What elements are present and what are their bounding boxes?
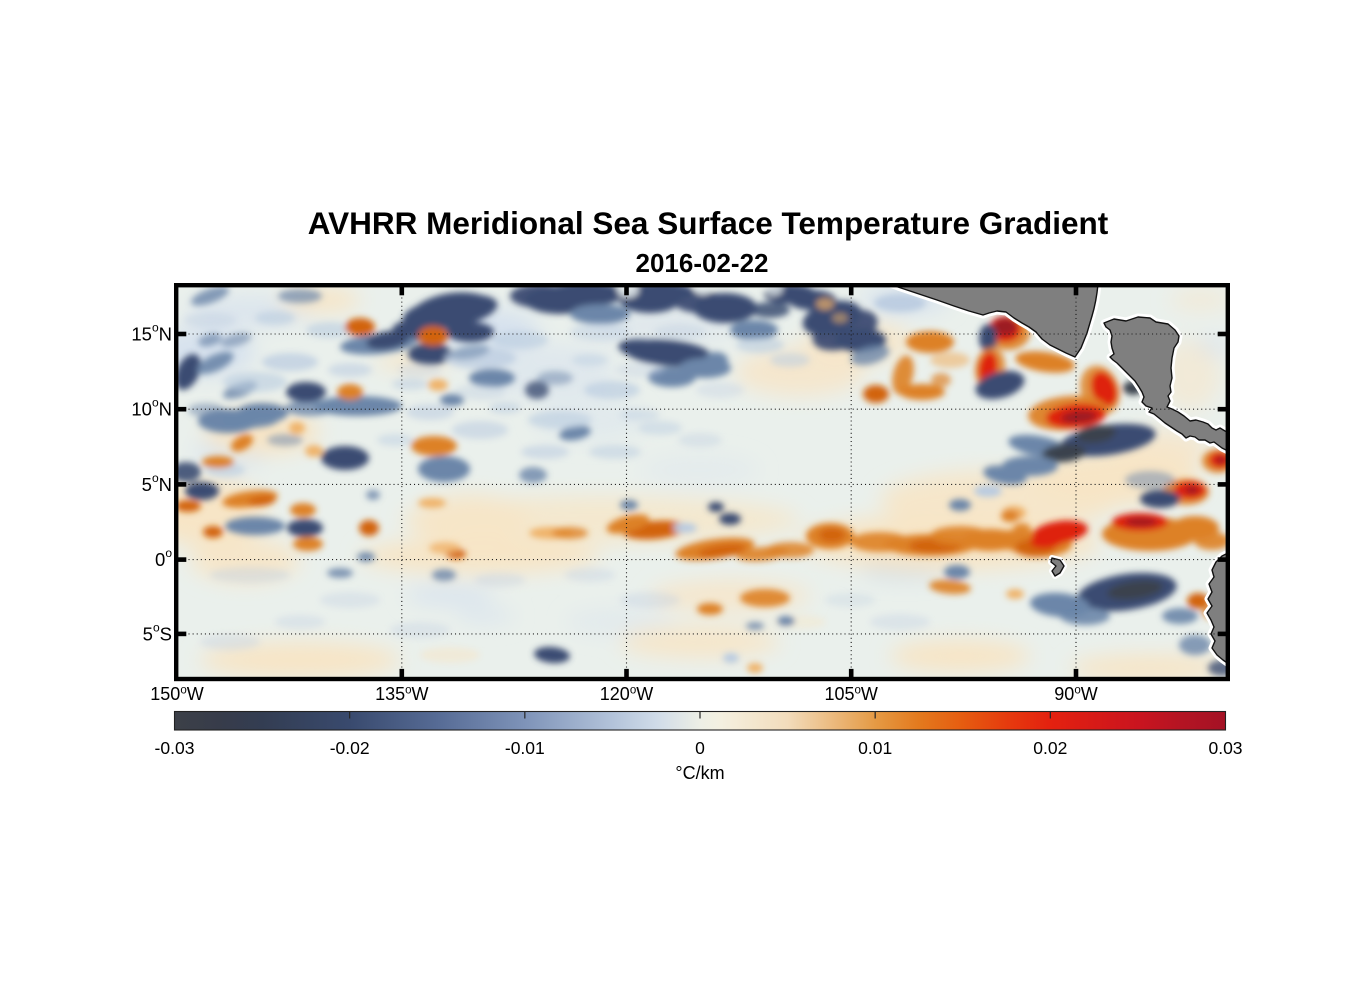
svg-text:90oW: 90oW — [1054, 684, 1097, 704]
svg-text:-0.02: -0.02 — [330, 738, 370, 758]
svg-text:AVHRR Meridional Sea Surface T: AVHRR Meridional Sea Surface Temperature… — [308, 205, 1109, 241]
svg-text:2016-02-22: 2016-02-22 — [636, 248, 769, 278]
svg-text:0.02: 0.02 — [1033, 738, 1067, 758]
svg-text:150oW: 150oW — [150, 684, 203, 704]
svg-text:135oW: 135oW — [375, 684, 428, 704]
svg-text:120oW: 120oW — [600, 684, 653, 704]
svg-text:°C/km: °C/km — [675, 763, 724, 783]
svg-text:5oS: 5oS — [143, 620, 172, 644]
svg-text:0: 0 — [695, 738, 705, 758]
svg-text:10oN: 10oN — [131, 396, 172, 420]
svg-text:105oW: 105oW — [824, 684, 877, 704]
svg-text:0.01: 0.01 — [858, 738, 892, 758]
svg-text:-0.03: -0.03 — [155, 738, 195, 758]
svg-text:0.03: 0.03 — [1208, 738, 1242, 758]
svg-text:-0.01: -0.01 — [505, 738, 545, 758]
svg-text:15oN: 15oN — [131, 321, 172, 345]
